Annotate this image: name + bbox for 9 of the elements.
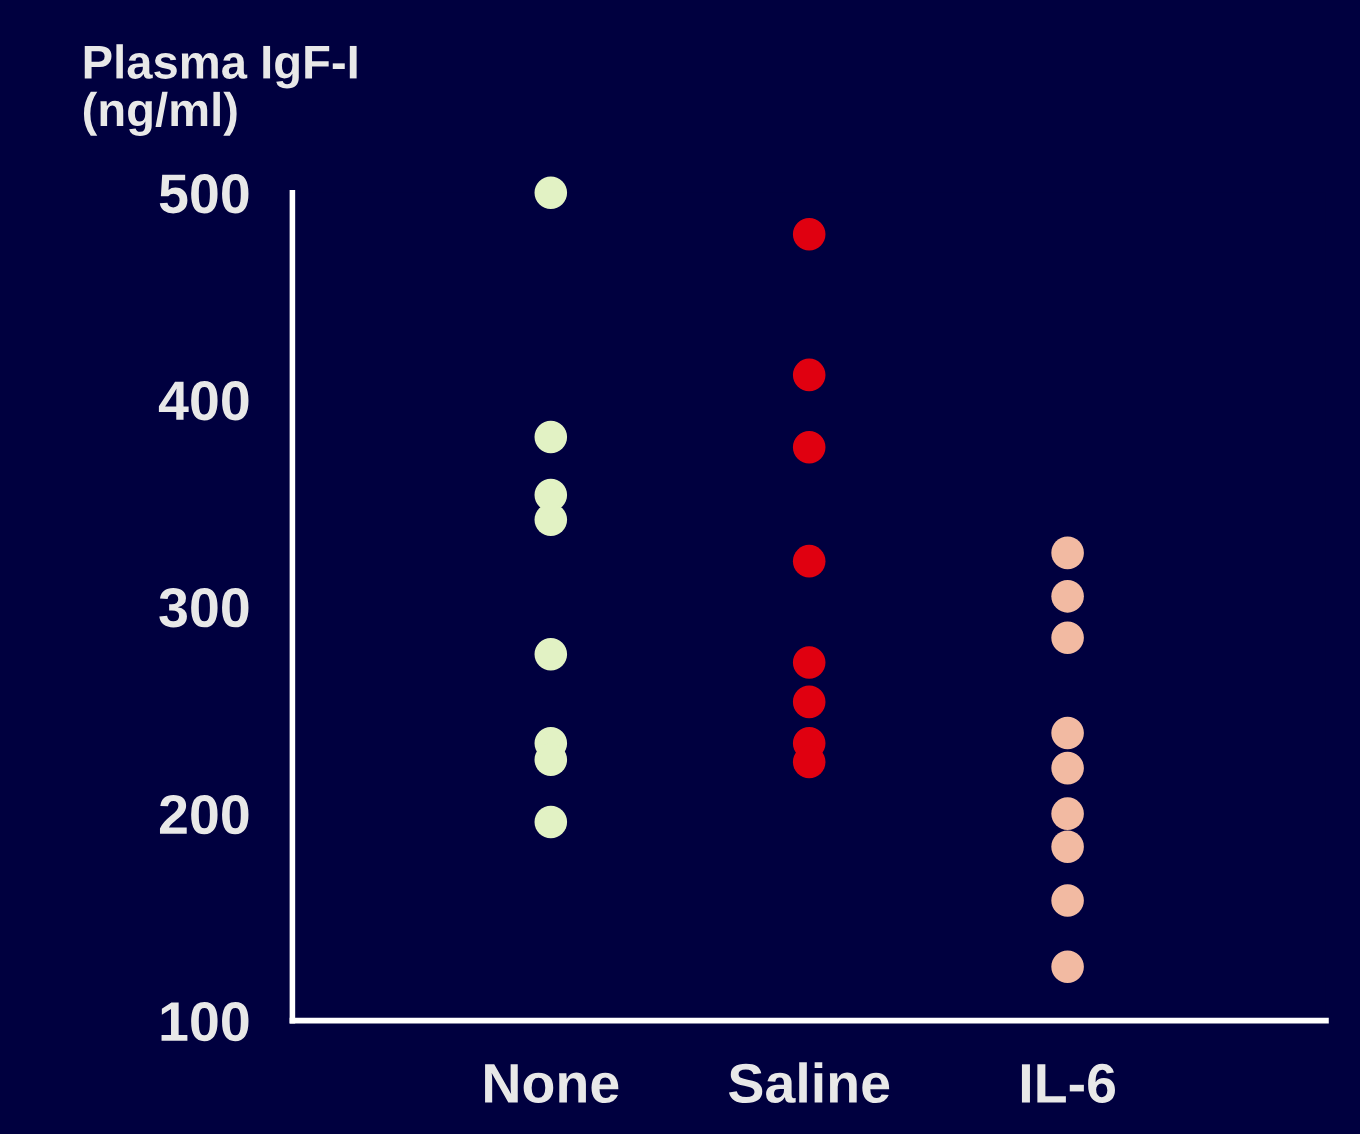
y-tick-label: 300 bbox=[159, 588, 249, 628]
x-tick-label: Saline bbox=[728, 1062, 890, 1104]
y-tick-label: 200 bbox=[159, 794, 249, 835]
y-tick-label: 400 bbox=[158, 381, 249, 421]
y-tick-label: 100 bbox=[161, 1001, 249, 1042]
x-tick-label: None bbox=[485, 1064, 619, 1104]
x-tick-label: IL-6 bbox=[1021, 1063, 1115, 1104]
y-tick-label: 500 bbox=[159, 174, 249, 214]
y-axis-title: Plasma IgF-I (ng/ml) bbox=[83, 44, 357, 137]
